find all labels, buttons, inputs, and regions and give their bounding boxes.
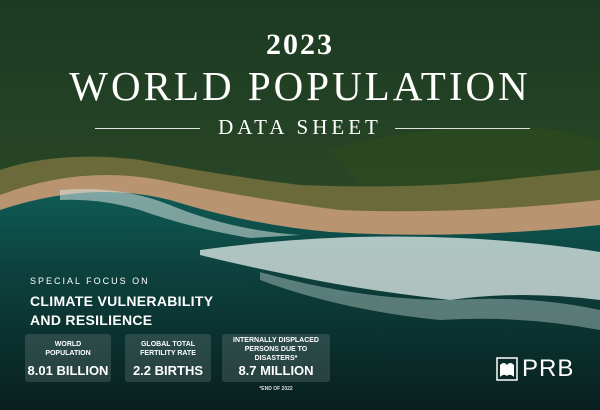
stat-box: WORLD POPULATION 8.01 BILLION — [25, 334, 111, 382]
footnote: *END OF 2022 — [259, 386, 293, 392]
stat-value: 8.01 BILLION — [27, 363, 109, 378]
stat-label: GLOBAL TOTAL FERTILITY RATE — [140, 341, 196, 357]
year: 2023 — [266, 28, 334, 61]
stat-box: INTERNALLY DISPLACED PERSONS DUE TO DISA… — [222, 334, 330, 382]
stat-value: 2.2 BIRTHS — [132, 363, 204, 378]
focus-heading: AND RESILIENCE — [30, 312, 153, 328]
wave — [60, 189, 300, 238]
logo-text: PRB — [522, 355, 575, 382]
focus-heading: CLIMATE VULNERABILITY — [30, 293, 214, 309]
title: WORLD POPULATION — [69, 63, 531, 109]
rule — [395, 128, 530, 129]
logo-mark — [496, 357, 518, 381]
wave — [200, 236, 600, 300]
subtitle: DATA SHEET — [218, 115, 382, 139]
focus-kicker: SPECIAL FOCUS ON — [30, 276, 150, 286]
stat-box: GLOBAL TOTAL FERTILITY RATE 2.2 BIRTHS — [125, 334, 211, 382]
stat-value: 8.7 MILLION — [238, 363, 314, 378]
logo: PRB — [496, 355, 574, 383]
wave — [260, 272, 600, 330]
rule — [95, 128, 200, 129]
stat-label: WORLD POPULATION — [45, 341, 91, 357]
stat-label: INTERNALLY DISPLACED PERSONS DUE TO DISA… — [233, 336, 319, 362]
field — [330, 127, 600, 187]
